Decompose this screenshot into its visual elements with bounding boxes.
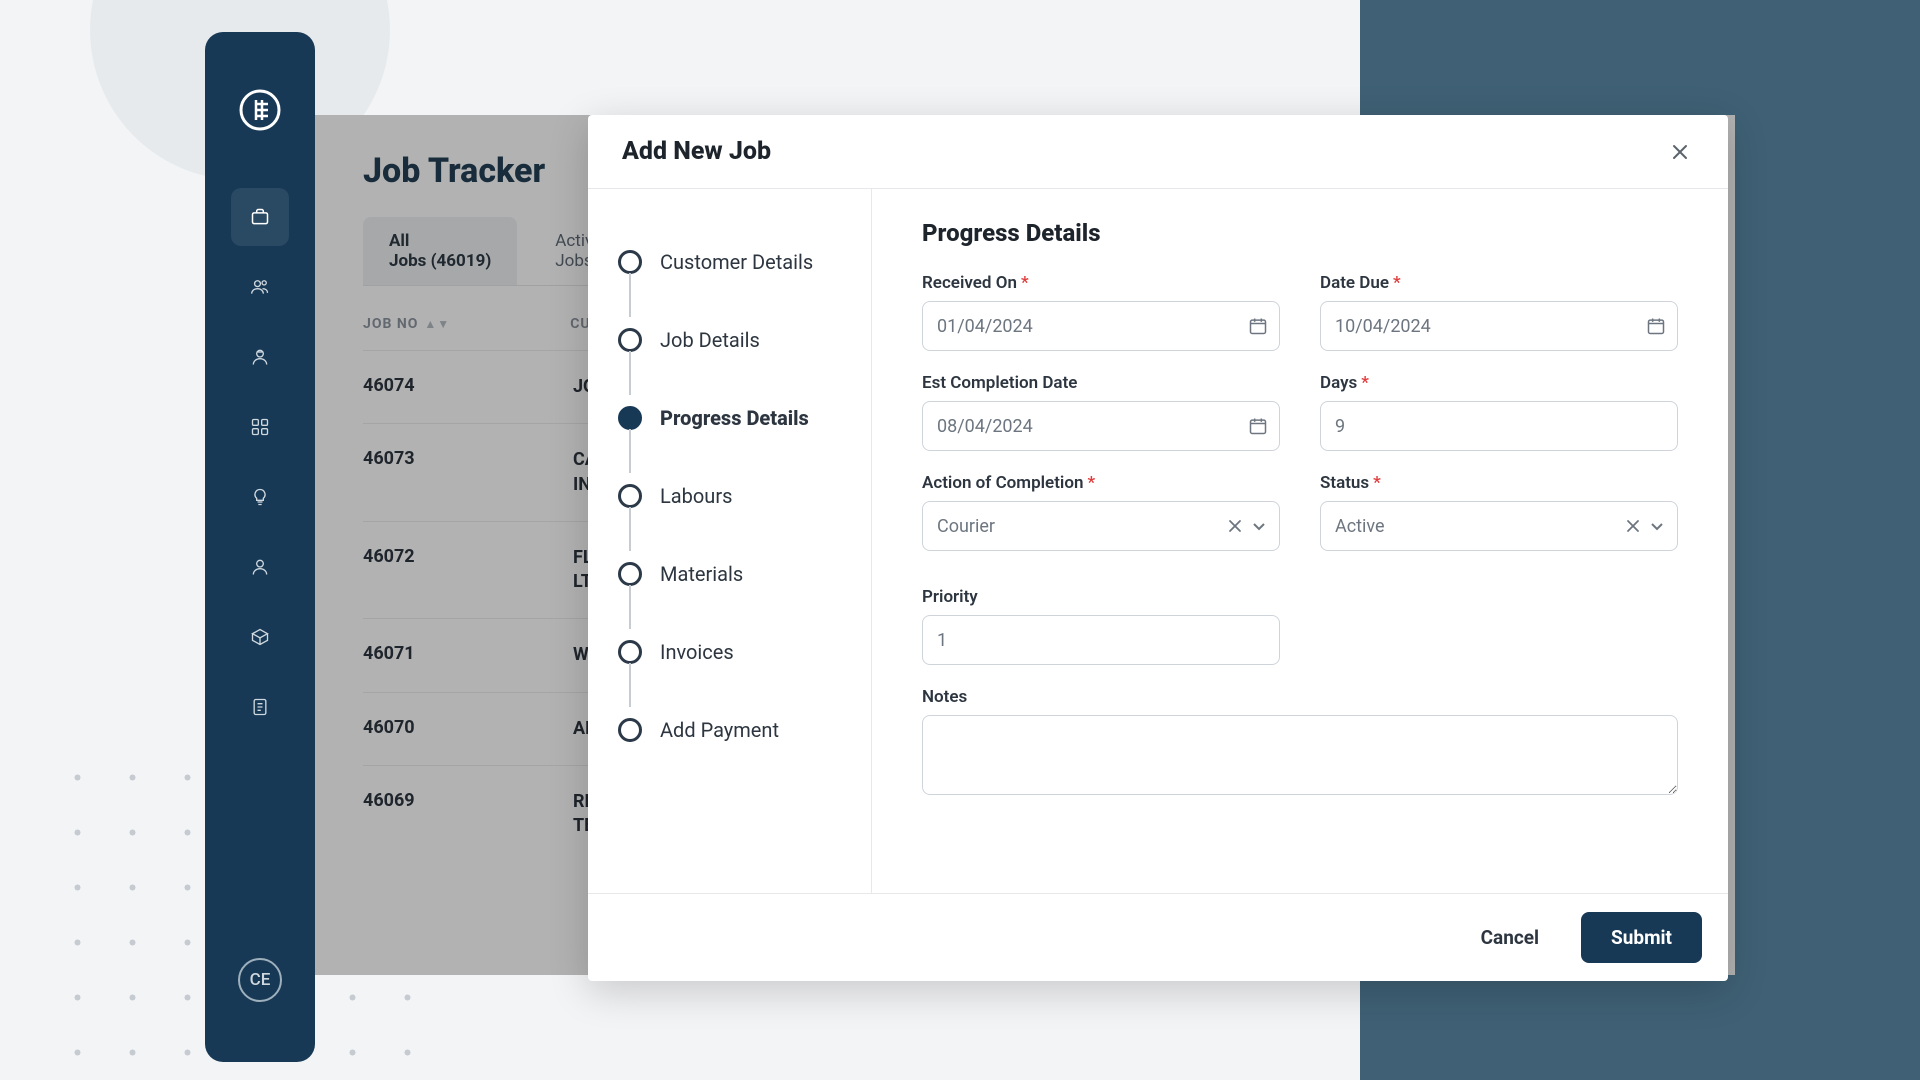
input-date-due[interactable] <box>1320 301 1678 351</box>
cancel-button[interactable]: Cancel <box>1461 912 1559 963</box>
label-notes: Notes <box>922 687 1678 707</box>
label-received-on: Received On* <box>922 273 1280 293</box>
nav-profile[interactable] <box>231 538 289 596</box>
step-invoices[interactable]: Invoices <box>618 613 841 691</box>
label-est-completion: Est Completion Date <box>922 373 1280 393</box>
label-priority: Priority <box>922 587 1280 607</box>
chevron-down-icon <box>1649 518 1665 534</box>
select-status-value: Active <box>1335 516 1385 537</box>
apps-icon <box>250 417 270 437</box>
nav-customers[interactable] <box>231 258 289 316</box>
calendar-icon[interactable] <box>1646 316 1666 336</box>
field-received-on: Received On* <box>922 273 1280 351</box>
step-label: Materials <box>660 562 743 586</box>
input-est-completion[interactable] <box>922 401 1280 451</box>
briefcase-icon <box>250 207 270 227</box>
wizard-stepper: Customer Details Job Details Progress Deta… <box>588 189 872 893</box>
step-indicator-icon <box>618 406 642 430</box>
modal-footer: Cancel Submit <box>588 893 1728 981</box>
step-indicator-icon <box>618 484 642 508</box>
input-received-on[interactable] <box>922 301 1280 351</box>
package-icon <box>250 627 270 647</box>
sidebar: CE <box>205 32 315 1062</box>
field-priority: Priority <box>922 587 1280 665</box>
field-est-completion: Est Completion Date <box>922 373 1280 451</box>
add-job-modal: Add New Job Customer Details Job Details P… <box>588 115 1728 981</box>
step-indicator-icon <box>618 328 642 352</box>
step-indicator-icon <box>618 250 642 274</box>
step-indicator-icon <box>618 640 642 664</box>
step-indicator-icon <box>618 718 642 742</box>
nav-ideas[interactable] <box>231 468 289 526</box>
close-icon <box>1671 143 1689 161</box>
form-heading: Progress Details <box>922 219 1678 247</box>
input-priority[interactable] <box>922 615 1280 665</box>
step-customer-details[interactable]: Customer Details <box>618 223 841 301</box>
nav-inventory[interactable] <box>231 608 289 666</box>
label-days: Days* <box>1320 373 1678 393</box>
clear-icon[interactable] <box>1625 518 1641 534</box>
calendar-icon[interactable] <box>1248 316 1268 336</box>
label-status: Status* <box>1320 473 1678 493</box>
worker-icon <box>250 347 270 367</box>
progress-details-form: Progress Details Received On* Date Due* <box>872 189 1728 893</box>
field-status: Status* Active <box>1320 473 1678 551</box>
step-add-payment[interactable]: Add Payment <box>618 691 841 769</box>
step-materials[interactable]: Materials <box>618 535 841 613</box>
document-icon <box>250 697 270 717</box>
idea-icon <box>250 487 270 507</box>
modal-title: Add New Job <box>622 137 771 166</box>
people-icon <box>250 277 270 297</box>
submit-button[interactable]: Submit <box>1581 912 1702 963</box>
label-date-due: Date Due* <box>1320 273 1678 293</box>
step-label: Customer Details <box>660 250 813 274</box>
clear-icon[interactable] <box>1227 518 1243 534</box>
select-status[interactable]: Active <box>1320 501 1678 551</box>
close-button[interactable] <box>1666 138 1694 166</box>
field-action: Action of Completion* Courier <box>922 473 1280 551</box>
step-label: Labours <box>660 484 732 508</box>
nav-reports[interactable] <box>231 678 289 736</box>
step-job-details[interactable]: Job Details <box>618 301 841 379</box>
person-icon <box>250 557 270 577</box>
input-days[interactable] <box>1320 401 1678 451</box>
step-indicator-icon <box>618 562 642 586</box>
nav-apps[interactable] <box>231 398 289 456</box>
select-action-value: Courier <box>937 516 995 537</box>
chevron-down-icon <box>1251 518 1267 534</box>
textarea-notes[interactable] <box>922 715 1678 795</box>
field-days: Days* <box>1320 373 1678 451</box>
label-action: Action of Completion* <box>922 473 1280 493</box>
step-label: Invoices <box>660 640 734 664</box>
select-action[interactable]: Courier <box>922 501 1280 551</box>
step-label: Add Payment <box>660 718 779 742</box>
field-date-due: Date Due* <box>1320 273 1678 351</box>
nav-staff[interactable] <box>231 328 289 386</box>
calendar-icon[interactable] <box>1248 416 1268 436</box>
nav-jobs[interactable] <box>231 188 289 246</box>
step-label: Progress Details <box>660 406 809 430</box>
modal-header: Add New Job <box>588 115 1728 189</box>
step-label: Job Details <box>660 328 760 352</box>
field-notes: Notes <box>922 687 1678 799</box>
user-avatar[interactable]: CE <box>238 958 282 1002</box>
app-logo <box>238 88 282 132</box>
step-labours[interactable]: Labours <box>618 457 841 535</box>
step-progress-details[interactable]: Progress Details <box>618 379 841 457</box>
